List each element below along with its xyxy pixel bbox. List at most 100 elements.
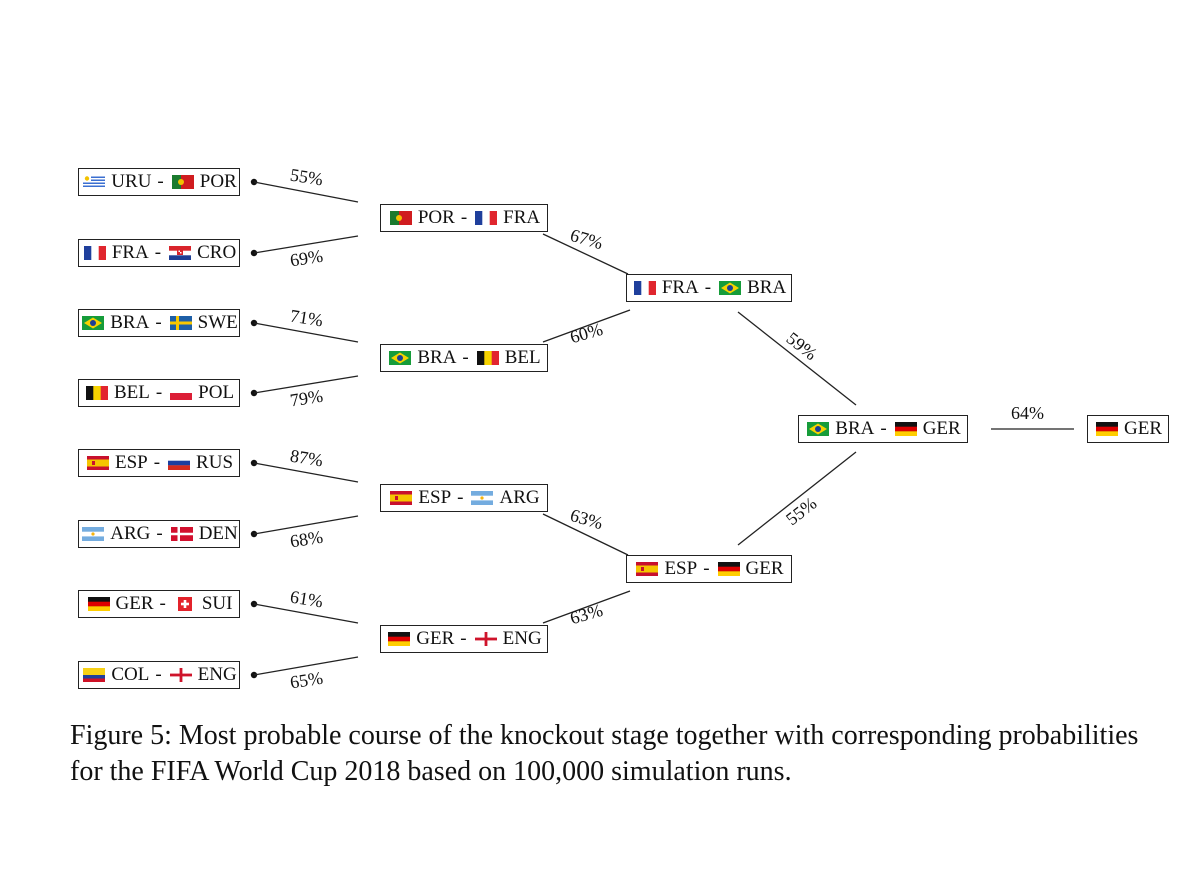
match-qf-bra-bel: BRA - BEL — [380, 344, 548, 372]
england-flag-icon — [169, 668, 192, 682]
team-b-code: ARG — [499, 487, 540, 508]
team-a-code: BEL — [113, 382, 150, 403]
connector-line — [253, 375, 359, 394]
connector-line — [737, 311, 857, 406]
connector-line — [542, 590, 631, 624]
connector-line — [253, 656, 359, 676]
separator: - — [157, 171, 164, 192]
match-r16-ger-sui: GER - SUI — [78, 590, 240, 618]
team-a-code: ARG — [110, 523, 151, 544]
croatia-flag-icon — [169, 246, 192, 260]
russia-flag-icon — [168, 456, 191, 470]
connector-line — [542, 513, 629, 556]
team-a-code: COL — [111, 664, 150, 685]
team-b-code: RUS — [196, 452, 234, 473]
team-b-code: GER — [745, 558, 784, 579]
separator: - — [156, 523, 163, 544]
germany-flag-icon — [1096, 422, 1118, 436]
belgium-flag-icon — [85, 386, 108, 400]
team-b-code: POL — [198, 382, 235, 403]
team-a-code: ESP — [418, 487, 452, 508]
connector-line — [542, 233, 629, 275]
match-r16-col-eng: COL - ENG — [78, 661, 240, 689]
match-final-bra-ger: BRA - GER — [798, 415, 968, 443]
colombia-flag-icon — [83, 668, 106, 682]
separator: - — [159, 593, 166, 614]
match-r16-bel-pol: BEL - POL — [78, 379, 240, 407]
separator: - — [462, 347, 469, 368]
match-sf-fra-bra: FRA - BRA — [626, 274, 792, 302]
separator: - — [155, 664, 162, 685]
sweden-flag-icon — [169, 316, 192, 330]
portugal-flag-icon — [171, 175, 194, 189]
match-r16-arg-den: ARG - DEN — [78, 520, 240, 548]
uruguay-flag-icon — [83, 175, 106, 189]
separator: - — [155, 312, 162, 333]
belgium-flag-icon — [476, 351, 499, 365]
separator: - — [704, 277, 712, 298]
team-a-code: FRA — [111, 242, 149, 263]
separator: - — [155, 382, 163, 403]
germany-flag-icon — [894, 422, 917, 436]
separator: - — [457, 487, 464, 508]
separator: - — [460, 207, 468, 228]
brazil-flag-icon — [389, 351, 412, 365]
separator: - — [154, 242, 162, 263]
germany-flag-icon — [717, 562, 740, 576]
connector-line — [253, 515, 359, 535]
team-b-code: BRA — [747, 277, 787, 298]
team-a-code: GER — [416, 628, 455, 649]
connector-line — [253, 462, 359, 483]
team-a-code: ESP — [114, 452, 148, 473]
match-r16-fra-cro: FRA - CRO — [78, 239, 240, 267]
team-b-code: GER — [922, 418, 961, 439]
switzerland-flag-icon — [174, 597, 196, 611]
match-qf-por-fra: POR - FRA — [380, 204, 548, 232]
team-a-code: GER — [115, 593, 154, 614]
france-flag-icon — [83, 246, 106, 260]
team-b-code: SUI — [201, 593, 233, 614]
match-qf-esp-arg: ESP - ARG — [380, 484, 548, 512]
brazil-flag-icon — [719, 281, 742, 295]
portugal-flag-icon — [389, 211, 412, 225]
team-b-code: SWE — [197, 312, 238, 333]
team-b-code: DEN — [198, 523, 238, 544]
germany-flag-icon — [87, 597, 110, 611]
argentina-flag-icon — [82, 527, 105, 541]
match-r16-uru-por: URU - POR — [78, 168, 240, 196]
separator: - — [153, 452, 161, 473]
connector-line — [253, 181, 359, 203]
match-r16-esp-rus: ESP - RUS — [78, 449, 240, 477]
team-b-code: CRO — [197, 242, 237, 263]
france-flag-icon — [633, 281, 656, 295]
champion-code: GER — [1124, 418, 1162, 439]
spain-flag-icon — [636, 562, 659, 576]
match-r16-bra-swe: BRA - SWE — [78, 309, 240, 337]
denmark-flag-icon — [170, 527, 193, 541]
team-a-code: BRA — [110, 312, 150, 333]
probability-label: 64% — [1011, 403, 1044, 423]
team-b-code: FRA — [503, 207, 541, 228]
connector-line — [737, 451, 857, 546]
team-a-code: BRA — [835, 418, 875, 439]
team-a-code: POR — [417, 207, 455, 228]
match-sf-esp-ger: ESP - GER — [626, 555, 792, 583]
team-b-code: POR — [199, 171, 237, 192]
team-b-code: ENG — [197, 664, 237, 685]
team-b-code: BEL — [504, 347, 541, 368]
figure-caption: Figure 5: Most probable course of the kn… — [70, 720, 1139, 787]
team-a-code: BRA — [417, 347, 457, 368]
england-flag-icon — [474, 632, 497, 646]
separator: - — [460, 628, 467, 649]
poland-flag-icon — [170, 386, 193, 400]
connector-line — [253, 322, 359, 343]
champion-box: GER — [1087, 415, 1169, 443]
france-flag-icon — [475, 211, 498, 225]
match-qf-ger-eng: GER - ENG — [380, 625, 548, 653]
team-a-code: FRA — [661, 277, 699, 298]
team-b-code: ENG — [502, 628, 542, 649]
team-a-code: ESP — [664, 558, 698, 579]
argentina-flag-icon — [471, 491, 494, 505]
